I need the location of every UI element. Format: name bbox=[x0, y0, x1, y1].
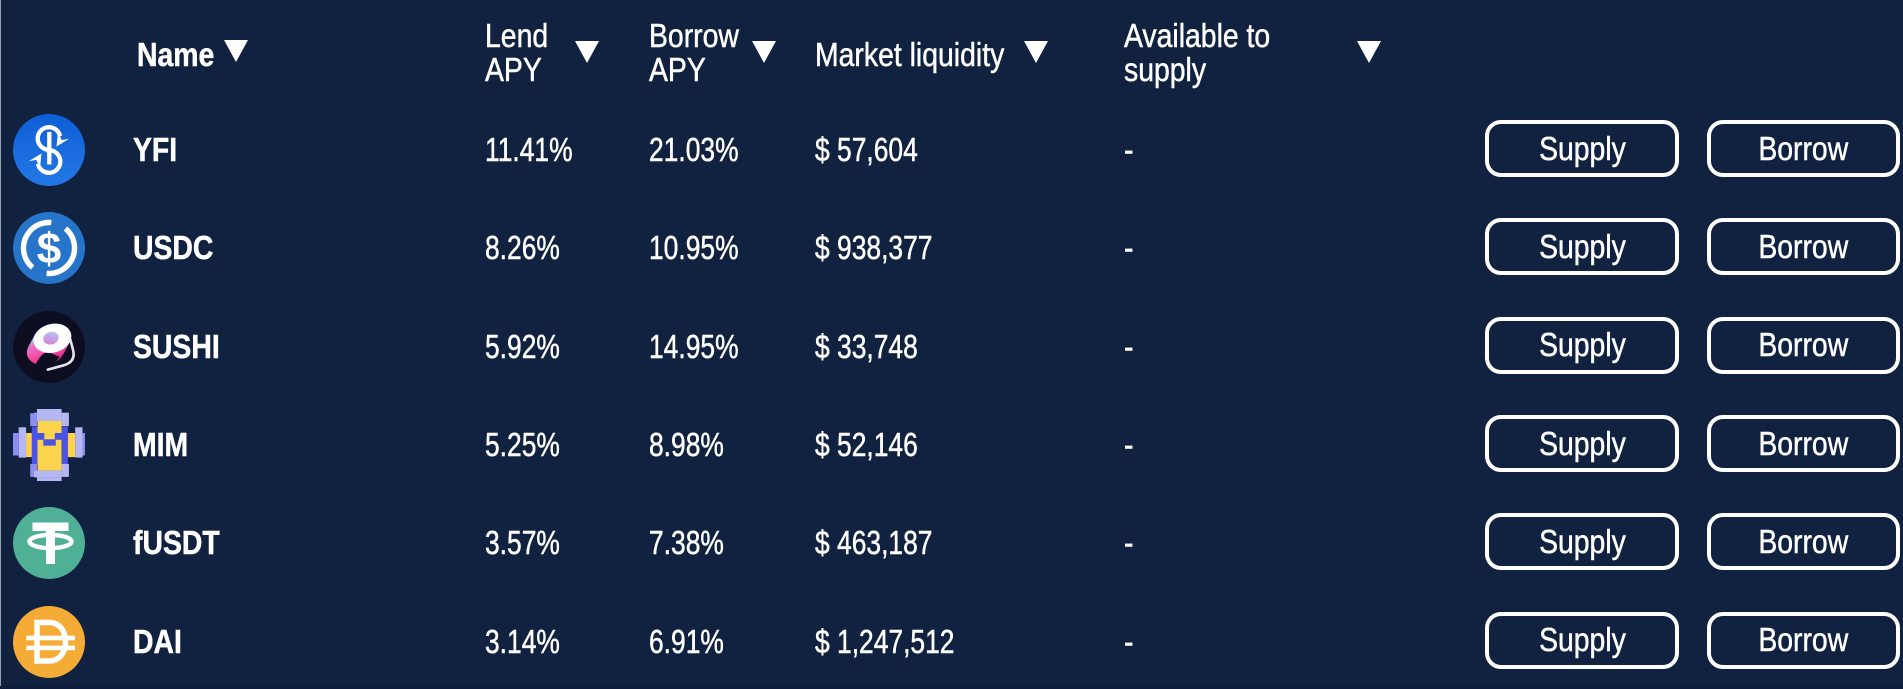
svg-text:$: $ bbox=[37, 225, 61, 274]
